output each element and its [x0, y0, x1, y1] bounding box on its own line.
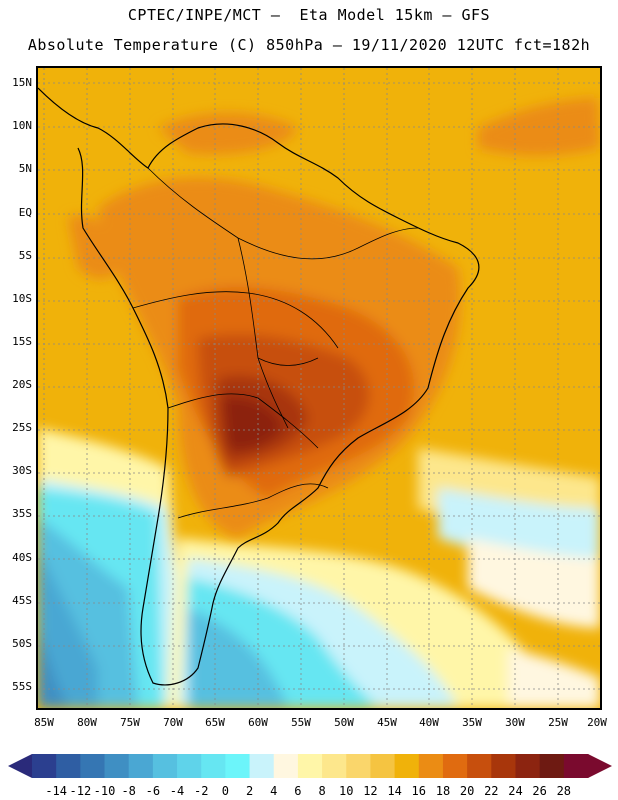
colorbar-swatch: [104, 754, 130, 778]
lat-lon-grid: [38, 68, 600, 708]
lon-label: 20W: [587, 716, 607, 729]
lon-label: 55W: [291, 716, 311, 729]
lat-label: 45S: [12, 594, 32, 607]
colorbar-label: 24: [508, 784, 523, 798]
lat-label: 15N: [12, 76, 32, 89]
colorbar-swatch: [467, 754, 492, 778]
map-title-line-1: CPTEC/INPE/MCT – Eta Model 15km – GFS: [127, 6, 491, 24]
lon-label: 30W: [505, 716, 525, 729]
colorbar-swatch: [128, 754, 154, 778]
colorbar-label: 14: [387, 784, 402, 798]
lat-label: 55S: [12, 680, 32, 693]
lat-label: 50S: [12, 637, 32, 650]
lon-label: 85W: [34, 716, 54, 729]
colorbar-label: -14: [45, 784, 68, 798]
colorbar-swatch: [152, 754, 178, 778]
lat-label: 35S: [12, 507, 32, 520]
temperature-map[interactable]: [36, 66, 602, 710]
colorbar-label: 10: [339, 784, 354, 798]
colorbar-label: -2: [193, 784, 209, 798]
lon-label: 50W: [334, 716, 354, 729]
lat-label: 40S: [12, 551, 32, 564]
lon-label: 70W: [163, 716, 183, 729]
colorbar-label: 28: [556, 784, 572, 798]
colorbar-swatch: [56, 754, 81, 778]
colorbar-label: 26: [532, 784, 547, 798]
colorbar-swatch: [273, 754, 299, 778]
colorbar-swatch: [370, 754, 396, 778]
colorbar-label: -4: [169, 784, 185, 798]
lon-label: 45W: [377, 716, 397, 729]
coastline: [38, 87, 480, 686]
colorbar-swatches: [32, 754, 589, 778]
map-title-line-2: Absolute Temperature (C) 850hPa – 19/11/…: [27, 36, 591, 54]
lat-label: 25S: [12, 421, 32, 434]
colorbar-swatch: [201, 754, 226, 778]
colorbar-label: 0: [221, 784, 229, 798]
colorbar-label: -6: [145, 784, 161, 798]
colorbar-label: -8: [121, 784, 136, 798]
colorbar-label: -10: [93, 784, 116, 798]
lat-label: 5N: [18, 162, 32, 175]
colorbar-label: 20: [459, 784, 475, 798]
lon-label: 60W: [248, 716, 268, 729]
lon-label: 80W: [77, 716, 97, 729]
colorbar-arrow-high: [588, 754, 612, 778]
colorbar: [8, 754, 612, 778]
lat-label: 20S: [12, 378, 32, 391]
colorbar-swatch: [297, 754, 323, 778]
temp-contours-warm: [68, 98, 600, 538]
colorbar-swatch: [80, 754, 106, 778]
lat-label: 10N: [12, 119, 32, 132]
lat-label: 30S: [12, 464, 32, 477]
colorbar-label: -12: [69, 784, 92, 798]
map-canvas: [38, 68, 600, 708]
lon-label: 75W: [120, 716, 140, 729]
colorbar-label: 12: [363, 784, 378, 798]
lat-label: 10S: [12, 292, 32, 305]
colorbar-label: 18: [435, 784, 451, 798]
lon-label: 25W: [548, 716, 568, 729]
colorbar-swatch: [394, 754, 420, 778]
colorbar-swatch: [346, 754, 371, 778]
colorbar-swatch: [177, 754, 202, 778]
country-borders: [132, 167, 419, 519]
colorbar-swatch: [322, 754, 347, 778]
colorbar-swatch: [225, 754, 251, 778]
colorbar-label: 6: [294, 784, 302, 798]
colorbar-label: 4: [270, 784, 278, 798]
colorbar-swatch: [418, 754, 444, 778]
colorbar-swatch: [442, 754, 468, 778]
colorbar-swatch: [32, 754, 57, 778]
colorbar-label: 16: [411, 784, 426, 798]
colorbar-label: 2: [245, 784, 254, 798]
colorbar-swatch: [249, 754, 275, 778]
colorbar-swatch: [563, 754, 589, 778]
colorbar-label: 8: [318, 784, 326, 798]
colorbar-label: 22: [484, 784, 499, 798]
lat-label: EQ: [18, 206, 32, 219]
temp-contours-cool: [38, 428, 600, 708]
colorbar-swatch: [491, 754, 516, 778]
lon-label: 35W: [462, 716, 482, 729]
colorbar-arrow-low: [8, 754, 32, 778]
colorbar-swatch: [515, 754, 541, 778]
lon-label: 40W: [419, 716, 439, 729]
lon-label: 65W: [205, 716, 225, 729]
lat-label: 15S: [12, 335, 32, 348]
lat-label: 5S: [18, 249, 32, 262]
colorbar-swatch: [539, 754, 565, 778]
